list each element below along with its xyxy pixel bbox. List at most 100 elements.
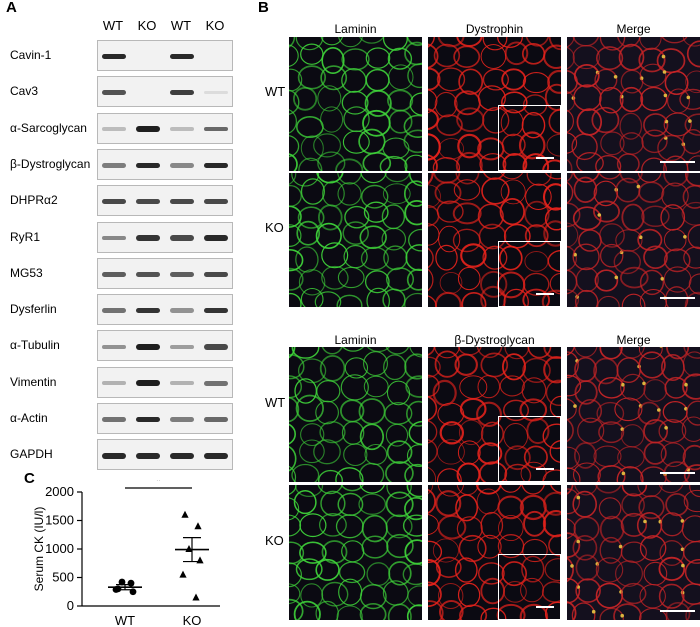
data-point-ko [194,522,202,530]
blot-band [102,199,126,205]
blot-band [170,127,194,131]
micrograph-image [567,37,700,171]
blot-strip-8 [97,294,233,326]
blot-band [170,90,194,96]
blot-band [102,381,126,386]
micrograph-image [428,485,561,620]
blot-band [204,452,228,459]
blot-band [170,308,194,313]
blot-band [136,199,160,205]
zoom-inset [498,241,561,307]
scale-bar [536,293,554,295]
blot-band [102,308,126,313]
blot-strip-12 [97,439,233,471]
blot-label-2: Cav3 [10,84,39,99]
micrograph-column-title-1-1: Laminin [334,22,377,36]
blot-band [170,417,194,422]
zoom-inset [498,554,561,620]
lane-label-3: WT [170,18,192,33]
x-tick-label: KO [183,613,202,627]
data-point-wt [127,579,135,587]
micrograph-column-title-2-3: Merge [616,333,651,347]
blot-band [170,53,194,60]
blot-band [170,344,194,349]
micrograph-image [289,37,422,171]
blot-band [204,126,228,132]
blot-label-8: Dysferlin [10,302,57,317]
micrograph-image [567,347,700,482]
blot-band [204,235,228,241]
blot-band [204,307,228,314]
micrograph-image [428,173,561,307]
panel-c-letter: C [24,470,35,487]
blot-strip-9 [97,330,233,362]
blot-label-4: β-Dystroglycan [10,156,91,171]
blot-band [170,235,194,241]
micrograph-row-label-1-1: WT [265,84,286,99]
y-axis-label: Serum CK (IU/l) [32,507,46,592]
blot-strip-2 [97,76,233,108]
micrograph-column-title-1-3: Merge [616,22,651,36]
x-tick-label: WT [115,613,135,627]
blot-label-9: α-Tubulin [10,338,60,353]
blot-band [102,127,126,131]
blot-strip-1 [97,40,233,71]
micrograph-column-title-2-1: Laminin [334,333,377,347]
data-point-ko [179,570,187,578]
micrograph-row-label-2-2: KO [265,532,284,548]
blot-band [102,271,126,277]
blot-band [204,344,228,350]
blot-band [136,235,160,241]
blot-band [204,417,228,422]
lane-label-1: WT [102,18,124,33]
scale-bar [660,161,695,163]
blot-band [136,343,160,350]
micrograph-row-label-2-1: WT [265,394,286,410]
blot-band [136,162,160,169]
scale-bar [536,468,554,470]
significance-marker: * [156,480,162,488]
blot-band [102,53,126,60]
micrograph-image [428,347,561,482]
blot-band [136,380,160,387]
blot-strip-4 [97,148,233,180]
blot-band [136,126,160,132]
blot-band [170,452,194,459]
micrograph-column-title-1-2: Dystrophin [465,22,524,36]
y-tick-label: 0 [67,598,74,613]
micrograph-row-label-1-2: KO [265,220,284,235]
scale-bar [660,610,695,612]
blot-label-7: MG53 [10,265,43,280]
blot-band [170,199,194,205]
data-point-wt [118,578,126,586]
zoom-inset [498,105,561,171]
data-point-ko [192,593,200,601]
y-tick-label: 1500 [45,513,74,528]
micrograph-image [289,347,422,482]
blot-label-11: α-Actin [10,411,48,425]
blot-band [102,235,126,241]
zoom-inset [498,416,561,482]
blot-band [102,417,126,422]
data-point-ko [181,510,189,518]
serum-ck-chart: 0 500 1000 1500 2000 WT KO Serum CK (IU/l) * [32,480,220,627]
blot-strip-10 [97,366,233,398]
blot-label-1: Cavin-1 [10,48,52,62]
scale-bar [536,606,554,608]
micrograph-image [428,37,561,171]
blot-strip-7 [97,257,233,289]
scale-bar [660,472,695,474]
y-tick-label: 1000 [45,541,74,556]
blot-band [204,91,228,95]
blot-band [136,307,160,314]
micrograph-column-title-2-2: β-Dystroglycan [454,333,535,347]
panel-a-letter: A [6,0,17,16]
lane-label-4: KO [205,18,225,33]
blot-band [136,416,160,423]
panel-b-letter: B [258,0,269,16]
micrograph-image [567,485,700,620]
blot-label-6: RyR1 [10,229,41,244]
blot-strip-11 [97,403,233,434]
micrograph-image [289,173,422,307]
blot-band [170,381,194,386]
